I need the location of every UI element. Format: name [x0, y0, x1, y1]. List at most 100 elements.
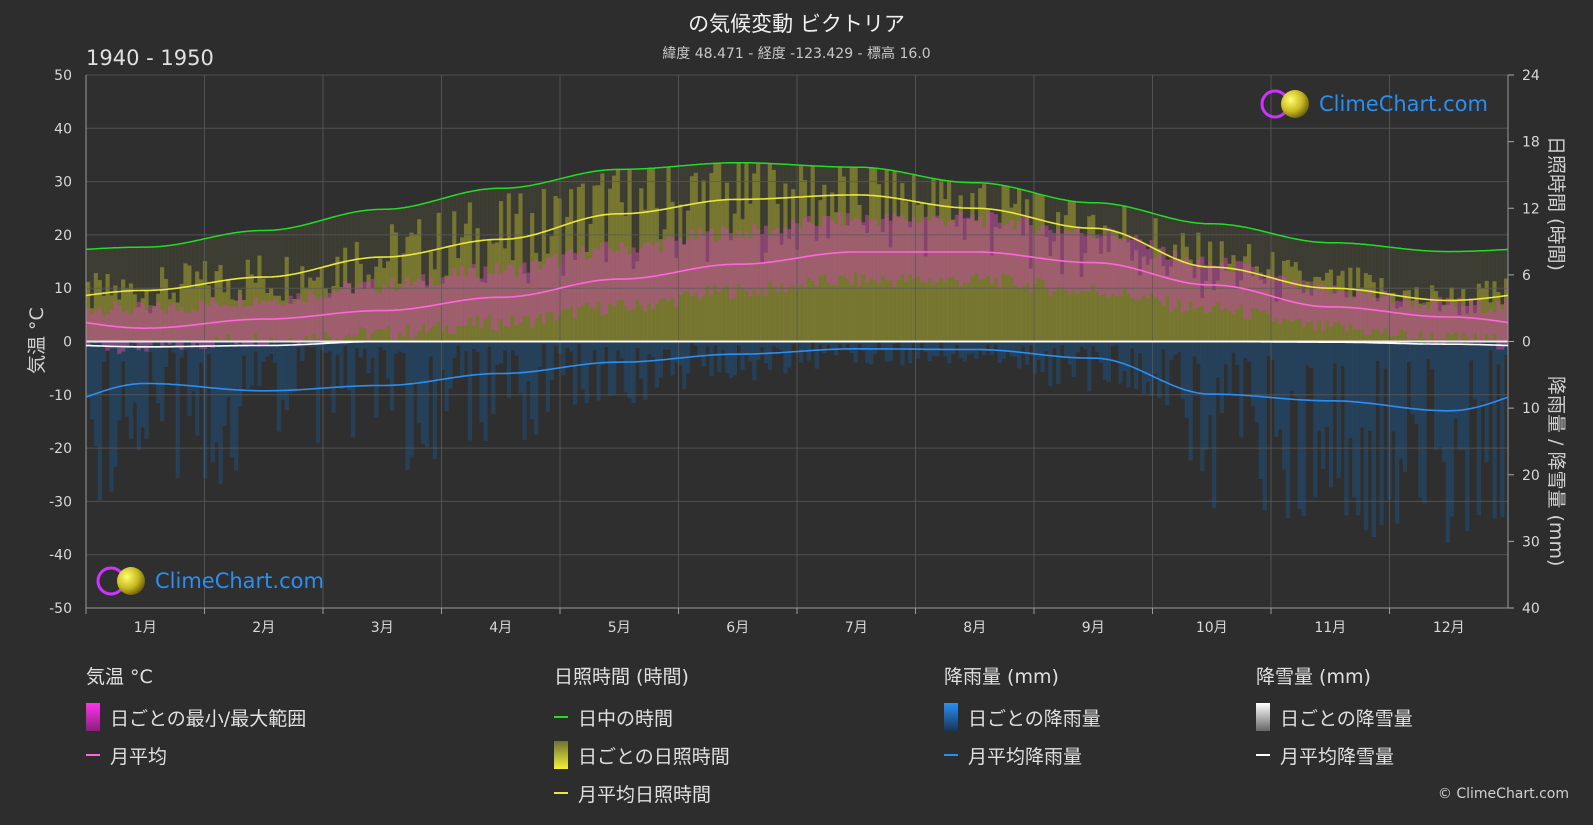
daily-temp-range-bar — [576, 254, 582, 308]
logo-text: ClimeChart.com — [1319, 92, 1488, 116]
daily-temp-range-bar — [787, 229, 792, 288]
daily-sunshine-bar — [880, 232, 886, 342]
daily-rain-bar — [1145, 341, 1150, 383]
daily-daylight-bar — [265, 230, 270, 342]
daily-rain-bar — [717, 341, 722, 373]
daily-temp-range-bar — [1013, 229, 1018, 286]
daily-temp-range-bar — [763, 225, 769, 296]
daily-sunshine-bar — [1083, 253, 1088, 342]
daily-rain-bar — [1461, 341, 1466, 451]
daily-daylight-bar — [440, 198, 445, 342]
daily-sunshine-bar — [163, 278, 169, 342]
daily-rain-bar — [615, 341, 621, 351]
daily-rain-bar — [1430, 341, 1435, 369]
daily-rain-bar — [1344, 341, 1349, 516]
daily-temp-range-bar — [1461, 305, 1466, 333]
daily-temp-range-bar — [191, 308, 196, 348]
daily-rain-bar — [759, 341, 765, 348]
daily-rain-bar — [413, 341, 418, 382]
daily-temp-range-bar — [896, 217, 901, 281]
daily-daylight-bar — [1375, 245, 1380, 342]
daily-temp-range-bar — [600, 243, 605, 316]
daily-temp-range-bar — [304, 302, 309, 336]
daily-daylight-bar — [479, 189, 484, 342]
daily-daylight-bar — [327, 218, 332, 342]
daily-rain-bar — [288, 341, 293, 393]
daily-temp-range-bar — [736, 230, 741, 285]
precip-tick-label: 20 — [1522, 468, 1540, 484]
daily-temp-range-bar — [728, 233, 734, 299]
daily-rain-bar — [167, 341, 173, 349]
daily-temp-range-bar — [1472, 305, 1478, 334]
precip-tick-label: 10 — [1522, 401, 1540, 417]
daily-rain-bar — [475, 341, 480, 352]
daily-rain-bar — [467, 341, 473, 441]
daily-rain-bar — [1441, 341, 1447, 462]
daily-temp-range-bar — [1056, 228, 1061, 287]
daily-temp-range-bar — [588, 257, 593, 308]
daily-temp-range-bar — [514, 276, 519, 326]
logo-top[interactable]: ClimeChart.com — [1259, 88, 1488, 120]
daily-rain-bar — [596, 341, 601, 401]
daily-temp-range-bar — [522, 262, 527, 317]
daily-rain-bar — [1367, 341, 1373, 432]
daily-temp-range-bar — [1246, 263, 1252, 320]
daily-rain-bar — [880, 341, 886, 351]
temp-tick-label: 30 — [54, 175, 72, 191]
daily-temp-range-bar — [954, 214, 960, 281]
temp-avg-line — [85, 251, 1509, 329]
daily-rain-bar — [1488, 341, 1493, 351]
logo-bottom[interactable]: ClimeChart.com — [95, 565, 324, 597]
daily-rain-bar — [1161, 341, 1166, 350]
daily-temp-range-bar — [678, 237, 683, 295]
daily-rain-bar — [1149, 341, 1154, 396]
daily-rain-bar — [884, 341, 889, 362]
daily-rain-bar — [1231, 341, 1236, 353]
daily-rain-bar — [1017, 341, 1022, 369]
daily-temp-range-bar — [943, 225, 948, 282]
daily-sunshine-bar — [845, 225, 850, 342]
daily-temp-range-bar — [623, 247, 628, 307]
legend-temperature: 気温 °C 日ごとの最小/最大範囲 月平均 — [86, 662, 306, 774]
daily-rain-bar — [919, 341, 925, 344]
daily-temp-range-bar — [214, 302, 219, 337]
daily-temp-range-bar — [101, 316, 106, 346]
daily-sunshine-bar — [763, 252, 769, 342]
daily-daylight-bar — [1472, 251, 1478, 342]
daily-rain-bar — [331, 341, 336, 413]
daily-rain-bar — [1453, 341, 1458, 419]
daily-rain-bar — [1246, 341, 1252, 362]
daily-temp-range-bar — [647, 241, 652, 305]
daily-temp-range-bar — [1441, 306, 1447, 345]
daily-temp-range-bar — [705, 231, 710, 286]
daily-temp-range-bar — [428, 277, 434, 329]
daily-temp-range-bar — [167, 305, 173, 345]
daily-rain-bar — [1243, 341, 1248, 359]
daily-temp-range-bar — [1032, 233, 1037, 285]
daily-rain-bar — [1204, 341, 1209, 450]
daily-temp-range-bar — [978, 216, 983, 280]
daily-temp-range-bar — [1445, 297, 1450, 333]
daily-rain-bar — [1223, 341, 1228, 365]
daily-temp-range-bar — [89, 313, 95, 340]
daily-temp-range-bar — [136, 301, 141, 351]
daily-temp-range-bar — [1114, 237, 1119, 297]
daily-rain-bar — [993, 341, 999, 345]
daily-daylight-bar — [148, 247, 153, 342]
sunshine-tick-label: 24 — [1522, 68, 1540, 84]
daily-daylight-bar — [1457, 251, 1462, 342]
daily-temp-range-bar — [393, 291, 399, 341]
daily-temp-range-bar — [1383, 290, 1388, 329]
daily-temp-range-bar — [397, 290, 402, 334]
daily-rain-bar — [572, 341, 578, 405]
daily-rain-bar — [814, 341, 819, 369]
daily-temp-range-bar — [541, 264, 547, 324]
daily-sunshine-bar — [1215, 280, 1221, 342]
daily-temp-range-bar — [195, 311, 200, 344]
daily-temp-range-bar — [1363, 294, 1369, 336]
daily-rain-bar — [822, 341, 827, 353]
daily-rain-bar — [643, 341, 648, 400]
snow-avg-swatch — [1256, 754, 1270, 756]
daily-sunshine-bar — [861, 225, 866, 342]
daily-sunshine-bar — [128, 283, 134, 342]
